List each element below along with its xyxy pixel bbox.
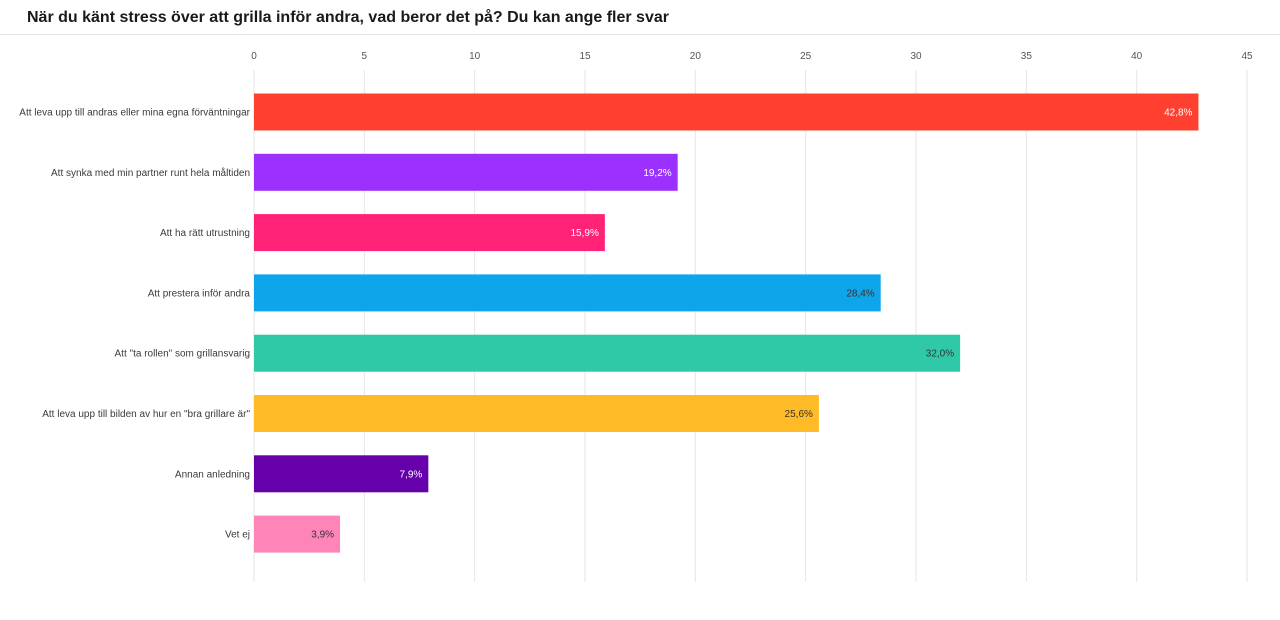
bar <box>254 395 819 432</box>
data-label: 32,0% <box>926 349 954 360</box>
chart-title: När du känt stress över att grilla inför… <box>27 9 669 26</box>
category-label: Att leva upp till bilden av hur en "bra … <box>42 409 250 420</box>
bar <box>254 455 429 493</box>
x-tick-label: 35 <box>1021 51 1033 62</box>
category-label: Vet ej <box>225 530 250 541</box>
x-tick-label: 15 <box>579 51 591 62</box>
x-tick-label: 40 <box>1131 51 1143 62</box>
category-label: Att prestera inför andra <box>148 288 251 299</box>
data-label: 15,9% <box>571 228 599 239</box>
x-tick-label: 45 <box>1241 51 1253 62</box>
bar <box>254 153 678 191</box>
category-label: Att ha rätt utrustning <box>160 228 250 239</box>
data-label: 7,9% <box>400 469 423 480</box>
x-tick-label: 5 <box>362 51 368 62</box>
bar <box>254 334 961 372</box>
data-label: 28,4% <box>846 288 874 299</box>
bar <box>254 274 881 312</box>
data-label: 3,9% <box>311 530 334 541</box>
x-tick-label: 20 <box>690 51 702 62</box>
category-label: Annan anledning <box>175 469 250 480</box>
data-label: 42,8% <box>1164 108 1192 119</box>
bar <box>254 515 341 553</box>
x-tick-label: 30 <box>910 51 922 62</box>
bar-chart: 0 5 10 15 20 25 30 35 40 45 Att leva upp till andr… <box>19 51 1253 582</box>
x-tick-label: 10 <box>469 51 481 62</box>
bar <box>254 93 1199 131</box>
category-label: Att leva upp till andras eller mina egna… <box>19 108 250 119</box>
data-label: 19,2% <box>643 168 671 179</box>
header: När du känt stress över att grilla inför… <box>0 0 1280 35</box>
category-label: Att "ta rollen" som grillansvarig <box>115 349 250 360</box>
category-label: Att synka med min partner runt hela målt… <box>51 167 250 179</box>
x-tick-label: 0 <box>251 51 257 62</box>
bar <box>254 214 605 252</box>
x-tick-label: 25 <box>800 51 812 62</box>
data-label: 25,6% <box>785 409 813 420</box>
